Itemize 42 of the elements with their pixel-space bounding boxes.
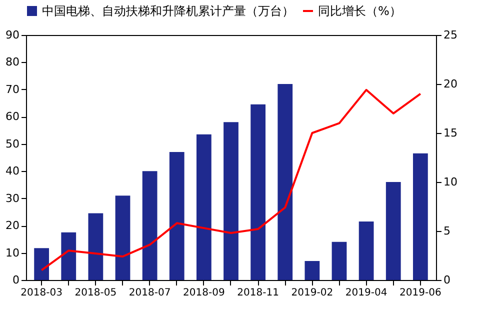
x-tick-label: 2018-05 (74, 288, 117, 298)
bar (142, 171, 158, 280)
y-tick-label: 80 (6, 56, 20, 69)
y-tick-label: 70 (6, 82, 20, 96)
x-tick-label: 2018-03 (20, 288, 62, 298)
x-tick-label: 2019-06 (400, 288, 442, 298)
x-tick-label: 2018-07 (128, 288, 171, 298)
bar (412, 153, 428, 280)
y-tick-label: 40 (6, 164, 20, 178)
bar (332, 242, 347, 280)
y-tick-label: 90 (6, 28, 20, 42)
bar (250, 104, 266, 280)
y2-tick-label: 10 (444, 176, 458, 188)
x-tick-label: 2018-09 (183, 288, 225, 298)
y2-tick-label: 25 (444, 28, 458, 42)
line-series (40, 88, 422, 272)
bar (386, 182, 401, 280)
bar (61, 232, 76, 280)
bar (34, 248, 50, 280)
y-tick-label: 50 (6, 137, 20, 150)
y-tick-label: 30 (6, 192, 20, 205)
y2-tick-label: 20 (444, 78, 458, 90)
bar (196, 134, 212, 280)
y-tick-label: 20 (6, 219, 20, 232)
bar (304, 260, 320, 280)
y-tick-label: 10 (6, 246, 20, 260)
x-tick-label: 2019-02 (291, 288, 334, 298)
bar (169, 152, 184, 280)
y2-tick-label: 0 (444, 274, 450, 286)
x-tick-label: 2019-04 (345, 288, 388, 298)
bar (224, 122, 238, 280)
bar (115, 196, 130, 280)
y-tick-label: 0 (12, 274, 20, 286)
x-tick-label: 2018-11 (237, 288, 279, 298)
legend-label: 同比增长（%） (318, 4, 402, 18)
bar (358, 221, 374, 280)
y-tick-label: 60 (6, 110, 20, 124)
y2-tick-label: 15 (444, 126, 458, 140)
bar (278, 84, 293, 280)
y2-tick-label: 5 (444, 224, 450, 238)
legend-label: 中国电梯、自动扶梯和升降机累计产量（万台） (42, 4, 294, 18)
bar (88, 213, 104, 280)
